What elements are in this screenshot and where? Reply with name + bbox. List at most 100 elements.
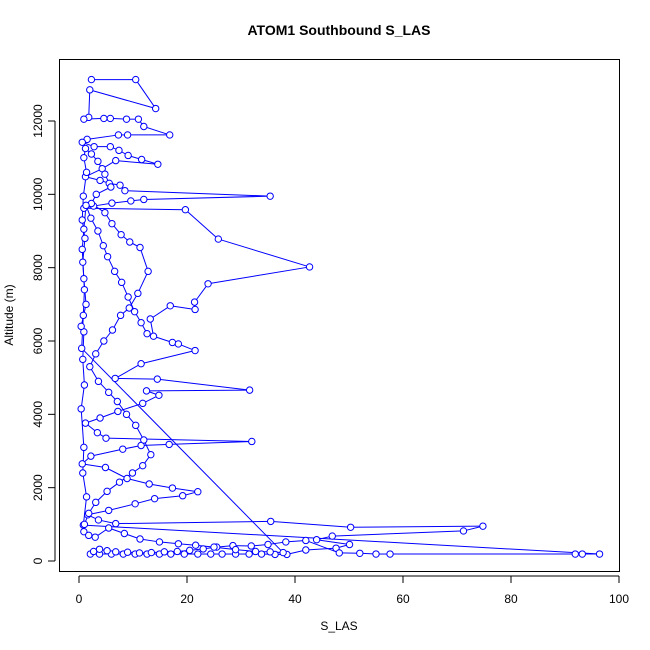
data-point — [356, 549, 364, 557]
data-point — [120, 529, 129, 538]
data-point — [153, 375, 162, 383]
series-line-segment — [82, 359, 85, 386]
x-tick-label: 40 — [288, 592, 302, 606]
data-point — [80, 527, 88, 536]
data-point — [267, 517, 275, 526]
data-point — [78, 245, 86, 254]
series-line-segment — [117, 402, 143, 412]
data-point — [112, 548, 120, 556]
data-point — [82, 300, 90, 309]
series-line-segment — [185, 209, 219, 240]
data-point — [92, 190, 100, 199]
data-point — [128, 469, 137, 477]
data-point — [101, 208, 109, 217]
data-point — [101, 463, 110, 472]
data-point — [191, 305, 199, 314]
data-point — [121, 186, 129, 195]
chart-title: ATOM1 Southbound S_LAS — [247, 22, 430, 38]
data-point — [135, 549, 144, 557]
data-point — [123, 548, 132, 556]
data-point — [90, 142, 98, 151]
data-point — [100, 337, 108, 345]
data-point — [168, 338, 177, 347]
data-point — [86, 86, 94, 94]
data-point — [94, 377, 103, 386]
data-point — [103, 487, 111, 496]
y-tick-label: 12000 — [31, 104, 45, 138]
series-line-segment — [82, 472, 88, 497]
series-line-segment — [81, 249, 85, 290]
y-axis: 0 2000 4000 6000 8000 10000 12000 — [31, 104, 56, 564]
data-point — [191, 541, 200, 549]
data-point — [86, 362, 94, 371]
series-line-segment — [137, 271, 149, 294]
plot-frame — [59, 59, 620, 572]
data-point — [245, 386, 254, 394]
series-line-segment — [80, 408, 85, 448]
series-line-segment — [87, 134, 119, 140]
data-point — [106, 114, 115, 123]
data-point — [578, 550, 586, 558]
data-point — [132, 421, 140, 430]
series-line-segment — [88, 89, 91, 118]
data-point — [80, 381, 89, 389]
data-point — [137, 360, 145, 368]
data-point — [94, 157, 102, 166]
data-point — [143, 329, 151, 338]
data-point — [85, 509, 93, 518]
data-point — [279, 548, 287, 557]
data-point — [134, 115, 143, 123]
data-point — [139, 399, 147, 408]
data-point — [95, 545, 104, 553]
data-point — [264, 540, 272, 549]
data-point — [139, 461, 147, 470]
data-point — [108, 199, 116, 207]
series-line-segment — [143, 126, 170, 136]
data-point — [117, 230, 125, 239]
data-point — [80, 285, 89, 294]
series-line-segment — [135, 79, 157, 109]
data-point — [117, 278, 126, 287]
data-point — [266, 548, 274, 556]
x-tick-label: 100 — [609, 592, 629, 606]
data-point — [251, 547, 260, 556]
data-point — [231, 545, 240, 554]
data-point — [103, 547, 111, 555]
data-point — [168, 484, 177, 492]
series-line-segment — [316, 539, 350, 545]
data-point — [372, 550, 380, 558]
data-point — [79, 355, 87, 364]
data-point — [174, 340, 183, 348]
series-line-segment — [305, 547, 337, 551]
series-line-segment — [82, 496, 88, 526]
data-point — [102, 434, 110, 442]
data-point — [123, 131, 132, 139]
data-point — [312, 536, 321, 544]
series-line-segment — [105, 437, 252, 442]
data-point — [134, 289, 142, 298]
data-point — [105, 524, 113, 532]
data-point — [126, 238, 134, 246]
data-point — [166, 302, 174, 310]
data-point — [154, 160, 162, 168]
data-point — [149, 332, 158, 340]
data-point — [145, 480, 153, 488]
data-point — [114, 407, 122, 416]
data-point — [101, 170, 109, 178]
data-point — [82, 168, 91, 177]
series-line-segment — [270, 520, 351, 528]
y-axis-label: Altitude (m) — [2, 284, 16, 345]
data-point — [204, 280, 212, 288]
data-point — [89, 547, 98, 556]
data-point — [115, 478, 124, 486]
data-point — [124, 293, 132, 301]
data-point — [105, 506, 113, 515]
data-point — [214, 235, 223, 243]
series-line-segment — [81, 347, 284, 553]
data-point — [459, 527, 468, 535]
data-point — [81, 144, 90, 153]
x-tick-label: 60 — [396, 592, 410, 606]
data-point — [114, 131, 123, 139]
data-point — [81, 234, 89, 243]
